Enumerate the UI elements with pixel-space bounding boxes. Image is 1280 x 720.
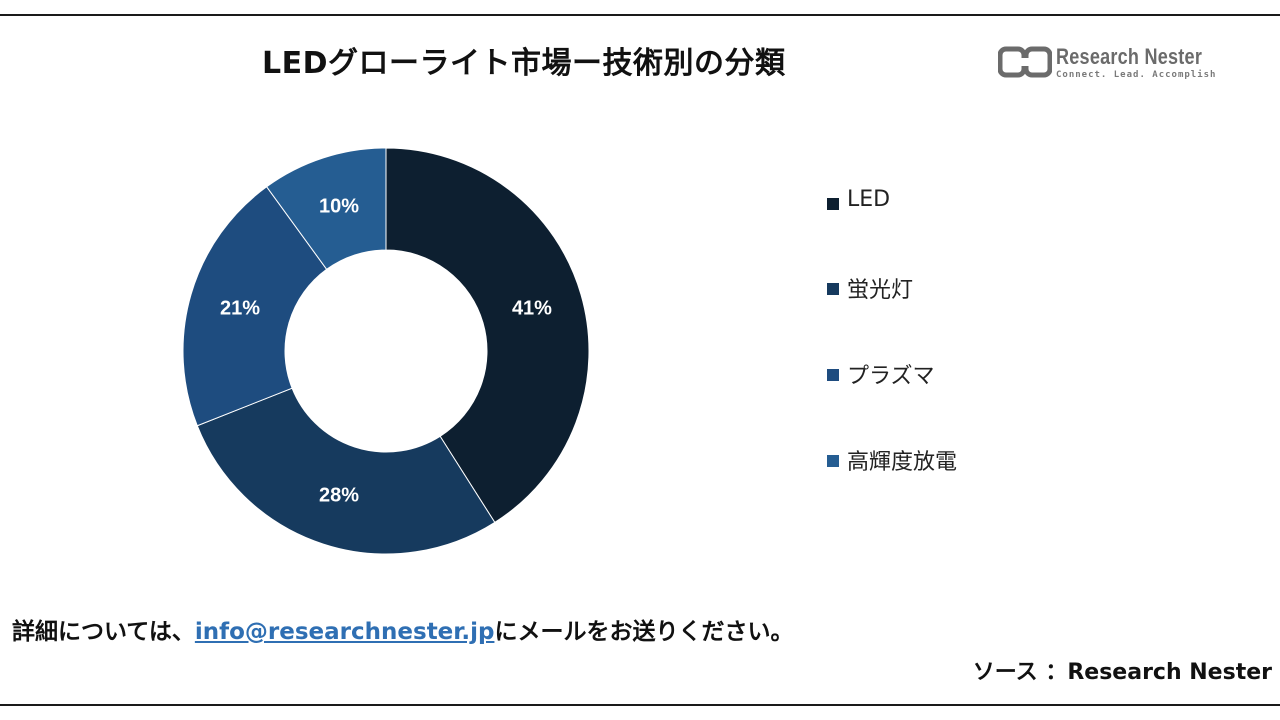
contact-prefix: 詳細については、 [12, 619, 195, 645]
legend-swatch [827, 283, 839, 295]
data-label-plasma: 21% [220, 298, 260, 320]
data-label-led: 41% [512, 298, 552, 320]
data-label-fluorescent: 28% [319, 485, 359, 507]
logo-name: Research Nester [1056, 44, 1203, 69]
donut-slice-led [385, 147, 590, 524]
legend-swatch [827, 198, 839, 210]
top-rule [0, 14, 1280, 16]
contact-note: 詳細については、info@researchnester.jpにメールをお送りくだ… [12, 612, 793, 646]
legend-swatch [827, 369, 839, 381]
logo-mark-icon [998, 46, 1052, 78]
contact-suffix: にメールをお送りください。 [494, 619, 794, 645]
legend-swatch [827, 455, 839, 467]
donut-slice-fluorescent [196, 387, 496, 555]
chart-title: LEDグローライト市場ー技術別の分類 [262, 46, 786, 81]
donut-slice-hid [265, 147, 387, 270]
data-label-hid: 10% [319, 195, 359, 217]
legend-label: 高輝度放電 [847, 450, 958, 475]
legend-label: LED [847, 187, 891, 212]
research-nester-logo: Research Nester Connect. Lead. Accomplis… [998, 44, 1228, 88]
legend-label: 蛍光灯 [847, 278, 914, 303]
legend-label: プラズマ [847, 364, 935, 389]
donut-slice-plasma [182, 186, 328, 427]
logo-tagline: Connect. Lead. Accomplish [1056, 70, 1217, 80]
bottom-rule [0, 704, 1280, 706]
contact-email-link[interactable]: info@researchnester.jp [194, 619, 495, 645]
source-credit: ソース ：Research Nester [972, 660, 1272, 685]
